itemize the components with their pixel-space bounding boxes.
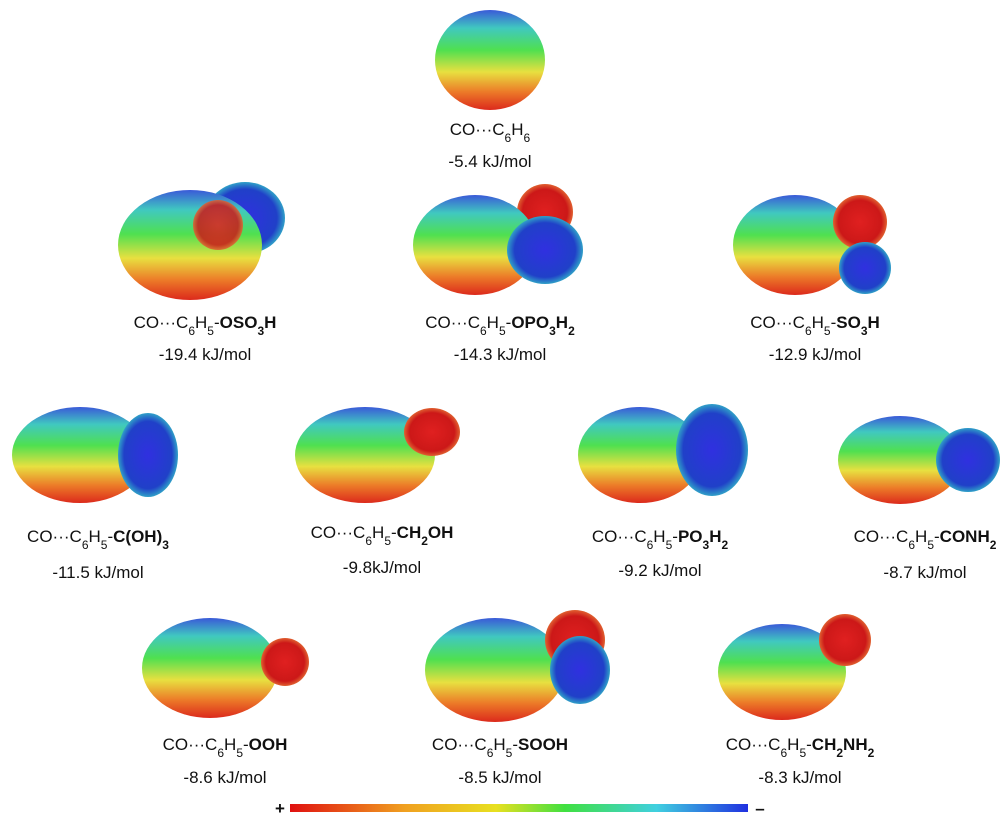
binding-energy: -9.2 kJ/mol (618, 561, 701, 580)
formula-part: CO···C (425, 313, 480, 332)
formula-part: 3 (162, 538, 169, 552)
mep-lobe (404, 408, 460, 456)
mep-lobe (550, 636, 610, 704)
formula-part: NH (843, 735, 868, 754)
mep-lobe (819, 614, 871, 666)
formula: CO···C6H5-C(OH)3 (27, 527, 169, 552)
binding-energy: -19.4 kJ/mol (159, 345, 252, 364)
formula-part: OPO (511, 313, 549, 332)
binding-energy: -9.8kJ/mol (343, 558, 421, 577)
formula-part: CO···C (750, 313, 805, 332)
formula-part: CO···C (311, 523, 366, 542)
mep-lobe (261, 638, 309, 686)
formula-part: PO (678, 527, 703, 546)
formula-part: OH (428, 523, 454, 542)
formula-part: H (812, 313, 824, 332)
formula-part: H (89, 527, 101, 546)
mep-lobe (507, 216, 583, 284)
formula: CO···C6H5-OOH (163, 735, 288, 760)
mep-surface (435, 10, 545, 110)
formula-part: 2 (868, 746, 875, 760)
formula: CO···C6H5-CH2NH2 (726, 735, 875, 760)
binding-energy: -8.3 kJ/mol (758, 768, 841, 787)
mep-lobe (118, 413, 178, 497)
formula: CO···C6H6 (450, 120, 531, 145)
formula-part: H (787, 735, 799, 754)
mep-lobe (676, 404, 748, 496)
formula-part: H (224, 735, 236, 754)
mep-lobe (936, 428, 1000, 492)
formula-part: H (372, 523, 384, 542)
formula-part: CO···C (726, 735, 781, 754)
formula-part: 6 (524, 131, 531, 145)
formula-part: CH (812, 735, 837, 754)
formula: CO···C6H5-PO3H2 (592, 527, 729, 552)
formula-part: 2 (568, 324, 575, 338)
formula-part: 2 (990, 538, 997, 552)
formula-part: SO (836, 313, 861, 332)
color-bar (290, 804, 748, 812)
formula-part: H (511, 120, 523, 139)
formula-part: H (556, 313, 568, 332)
formula-part: 2 (721, 538, 728, 552)
formula-part: CH (397, 523, 422, 542)
binding-energy: -11.5 kJ/mol (52, 563, 143, 582)
formula-part: CO···C (854, 527, 909, 546)
formula-part: H (493, 735, 505, 754)
mep-surfaces (12, 10, 1000, 722)
formula-part: CO···C (134, 313, 189, 332)
formula-part: SOOH (518, 735, 568, 754)
mep-lobe (833, 195, 887, 249)
binding-energy: -14.3 kJ/mol (454, 345, 547, 364)
formula: CO···C6H5-OPO3H2 (425, 313, 575, 338)
formula-part: H (915, 527, 927, 546)
formula-part: CO···C (592, 527, 647, 546)
formula: CO···C6H5-SOOH (432, 735, 568, 760)
formula-part: H (653, 527, 665, 546)
formula-part: OOH (249, 735, 288, 754)
binding-energy: -8.6 kJ/mol (183, 768, 266, 787)
mep-lobe (193, 200, 243, 250)
binding-energy: -12.9 kJ/mol (769, 345, 862, 364)
binding-energy: -8.7 kJ/mol (883, 563, 966, 582)
mep-lobe (839, 242, 891, 294)
figure: + – CO···C6H6-5.4 kJ/molCO···C6H5-OSO3H-… (0, 0, 1006, 817)
mep-surface (142, 618, 278, 718)
formula-part: C(OH) (113, 527, 162, 546)
color-bar-plus: + (275, 799, 285, 817)
binding-energy: -8.5 kJ/mol (458, 768, 541, 787)
formula-part: CO···C (432, 735, 487, 754)
mep-surface (118, 190, 262, 300)
formula-part: CO···C (27, 527, 82, 546)
formula: CO···C6H5-CONH2 (854, 527, 997, 552)
formula-part: CO···C (163, 735, 218, 754)
formula-part: H (868, 313, 880, 332)
formula-part: H (264, 313, 276, 332)
formula-part: CONH (940, 527, 990, 546)
formula: CO···C6H5-OSO3H (134, 313, 277, 338)
formula-part: H (195, 313, 207, 332)
formula: CO···C6H5-SO3H (750, 313, 880, 338)
binding-energy: -5.4 kJ/mol (448, 152, 531, 171)
formula-part: H (487, 313, 499, 332)
formula-part: CO···C (450, 120, 505, 139)
formula-part: H (709, 527, 721, 546)
formula: CO···C6H5-CH2OH (311, 523, 454, 548)
mep-surface (425, 618, 565, 722)
color-bar-minus: – (755, 799, 764, 817)
formula-part: OSO (220, 313, 258, 332)
